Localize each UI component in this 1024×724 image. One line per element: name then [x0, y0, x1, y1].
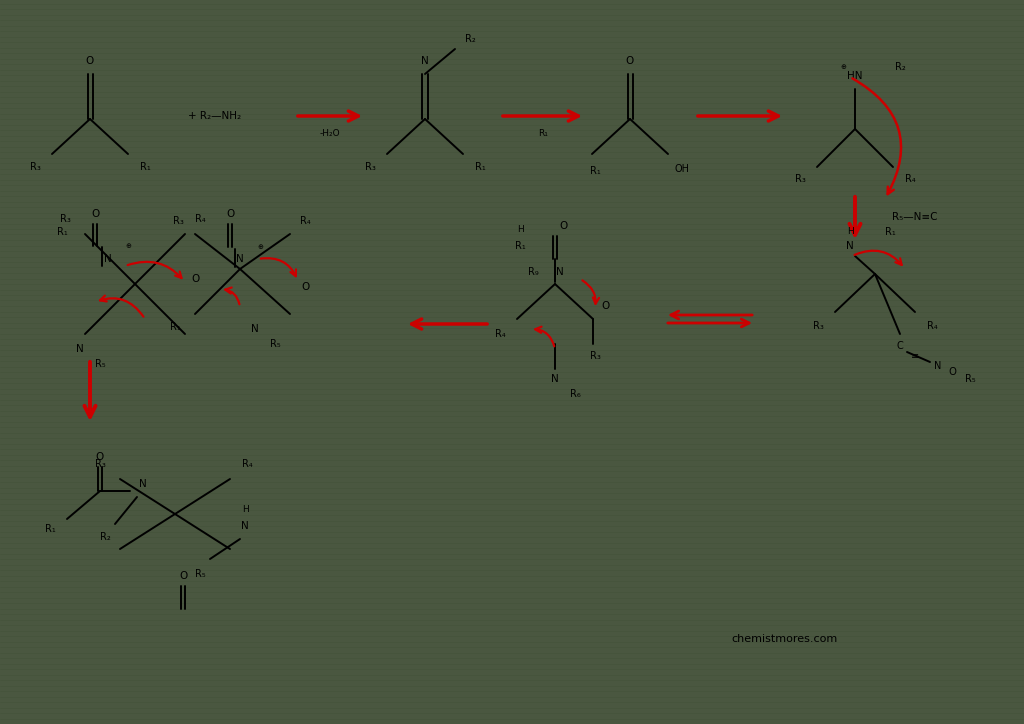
Text: ⊕: ⊕ [257, 244, 263, 250]
Text: R₄: R₄ [904, 174, 915, 184]
Text: O: O [86, 56, 94, 66]
Text: + R₂—NH₂: + R₂—NH₂ [188, 111, 242, 121]
Text: R₁: R₁ [590, 166, 600, 176]
Text: R₄: R₄ [495, 329, 506, 339]
Text: R₂: R₂ [895, 62, 905, 72]
Text: R₁: R₁ [538, 130, 548, 138]
Text: R₄: R₄ [300, 216, 310, 226]
Text: R₄: R₄ [242, 459, 252, 469]
Text: H: H [517, 224, 523, 234]
Text: R₃: R₃ [365, 162, 376, 172]
Text: R₃: R₃ [813, 321, 823, 331]
Text: R₁: R₁ [885, 227, 895, 237]
Text: O: O [301, 282, 309, 292]
Text: R₆: R₆ [569, 389, 581, 399]
Text: R₅: R₅ [269, 339, 281, 349]
Text: R₅—N≡C: R₅—N≡C [892, 212, 938, 222]
Text: O: O [601, 301, 609, 311]
Text: O: O [948, 367, 956, 377]
Text: R₃: R₃ [173, 216, 183, 226]
Text: O: O [91, 209, 99, 219]
Text: N: N [241, 521, 249, 531]
Text: R₅: R₅ [94, 359, 105, 369]
Text: ≡: ≡ [911, 351, 920, 361]
Text: O: O [96, 452, 104, 462]
Text: R₅: R₅ [965, 374, 975, 384]
Text: R₃: R₃ [590, 351, 600, 361]
Text: R₁: R₁ [45, 524, 55, 534]
Text: H: H [242, 505, 249, 513]
Text: O: O [559, 221, 567, 231]
Text: N: N [846, 241, 854, 251]
Text: R₅: R₅ [195, 569, 206, 579]
Text: N: N [139, 479, 146, 489]
Text: O: O [179, 571, 187, 581]
Text: HN: HN [847, 71, 863, 81]
Text: ⊕: ⊕ [125, 243, 131, 249]
Text: R₄: R₄ [195, 214, 206, 224]
Text: R₁: R₁ [515, 241, 525, 251]
Text: R₃: R₃ [30, 162, 40, 172]
Text: R₁: R₁ [139, 162, 151, 172]
Text: ⊕: ⊕ [840, 64, 846, 70]
Text: R₃: R₃ [59, 214, 71, 224]
Text: N: N [104, 254, 112, 264]
Text: C: C [897, 341, 903, 351]
Text: R₁: R₁ [170, 322, 180, 332]
Text: N: N [556, 267, 564, 277]
Text: R₃: R₃ [795, 174, 806, 184]
Text: R₉: R₉ [527, 267, 539, 277]
Text: O: O [626, 56, 634, 66]
Text: R₄: R₄ [927, 321, 937, 331]
Text: chemistmores.com: chemistmores.com [732, 634, 838, 644]
Text: N: N [251, 324, 259, 334]
Text: N: N [551, 374, 559, 384]
Text: N: N [76, 344, 84, 354]
Text: N: N [237, 254, 244, 264]
Text: N: N [934, 361, 942, 371]
Text: N: N [421, 56, 429, 66]
Text: -H₂O: -H₂O [319, 130, 340, 138]
Text: OH: OH [675, 164, 689, 174]
Text: O: O [190, 274, 199, 284]
Text: R₁: R₁ [475, 162, 485, 172]
Text: H: H [847, 227, 853, 237]
Text: R₂: R₂ [465, 34, 475, 44]
Text: R₁: R₁ [56, 227, 68, 237]
Text: R₂: R₂ [99, 532, 111, 542]
Text: O: O [226, 209, 234, 219]
Text: R₃: R₃ [94, 459, 105, 469]
